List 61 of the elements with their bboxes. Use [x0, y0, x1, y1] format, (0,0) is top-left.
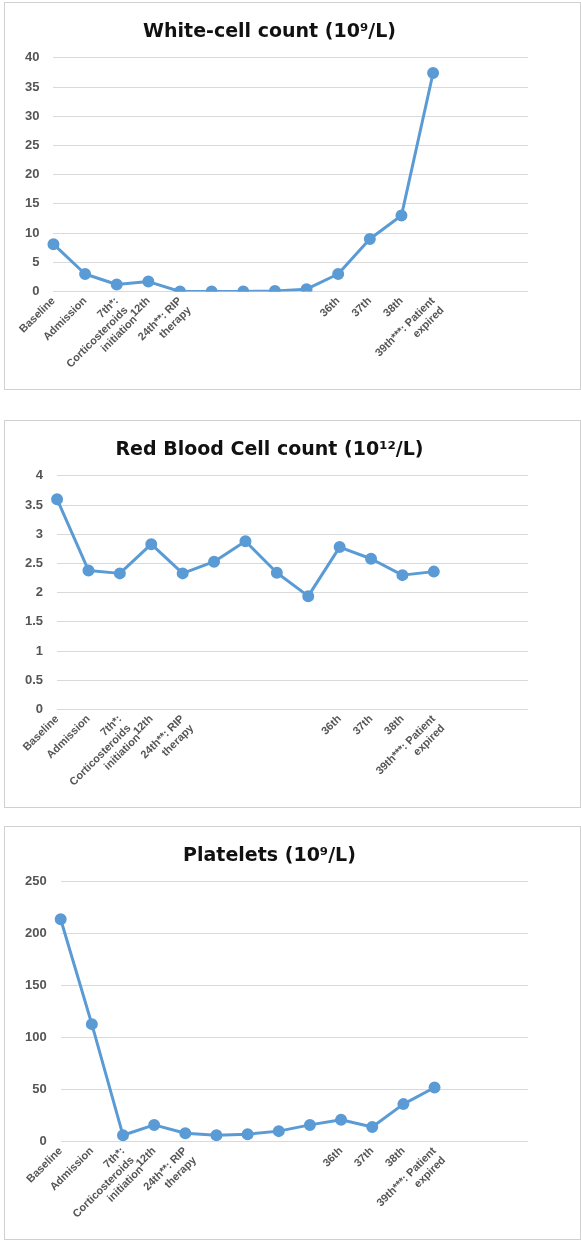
point [176, 567, 189, 580]
point [303, 1118, 316, 1131]
point [428, 1081, 441, 1094]
point [79, 267, 92, 280]
point [427, 66, 440, 79]
y-tick-label: 1 [35, 642, 44, 658]
y-tick-label: 0 [32, 283, 40, 299]
y-tick-label: 200 [24, 925, 47, 941]
y-tick-label: 2.5 [24, 555, 44, 571]
point [427, 565, 440, 578]
point [208, 555, 221, 568]
point [333, 541, 346, 554]
y-tick-label: 4 [35, 467, 44, 483]
point [82, 564, 95, 577]
chart-title: White-cell count (10⁹/L) [143, 19, 396, 42]
point [395, 209, 408, 222]
point [148, 1118, 161, 1131]
y-tick-label: 5 [32, 253, 40, 269]
point [210, 1129, 223, 1142]
y-tick-label: 0.5 [24, 671, 44, 687]
y-tick-label: 1.5 [24, 613, 44, 629]
y-tick-label: 10 [24, 224, 40, 240]
y-tick-label: 40 [24, 49, 40, 65]
point [366, 1120, 379, 1133]
point [365, 552, 378, 565]
y-tick-label: 15 [24, 195, 40, 211]
point [145, 538, 158, 551]
point [397, 1098, 410, 1111]
y-tick-label: 0 [39, 1133, 47, 1149]
y-tick-label: 30 [24, 107, 40, 123]
chart-title: Red Blood Cell count (10¹²/L) [115, 437, 424, 460]
point [51, 493, 64, 506]
y-tick-label: 150 [24, 977, 47, 993]
point [396, 569, 409, 582]
y-tick-label: 250 [24, 873, 47, 889]
point [272, 1125, 285, 1138]
point [47, 238, 60, 251]
point [117, 1129, 129, 1142]
chart-title: Platelets (10⁹/L) [183, 843, 356, 866]
point [142, 275, 155, 288]
y-tick-label: 3.5 [24, 496, 44, 512]
point [85, 1018, 98, 1031]
y-tick-label: 20 [24, 166, 40, 182]
y-tick-label: 25 [24, 137, 40, 153]
point [110, 278, 123, 291]
point [363, 232, 376, 245]
y-tick-label: 3 [35, 525, 44, 541]
y-tick-label: 50 [32, 1081, 47, 1097]
y-tick-label: 2 [35, 584, 44, 600]
point [113, 567, 126, 580]
point [54, 913, 67, 926]
point [179, 1127, 192, 1140]
point [239, 535, 252, 548]
y-tick-label: 100 [24, 1029, 47, 1045]
point [302, 590, 315, 603]
y-tick-label: 35 [24, 78, 40, 94]
point [241, 1128, 254, 1141]
point [335, 1113, 348, 1126]
point [270, 566, 283, 579]
point [332, 267, 345, 280]
y-tick-label: 0 [35, 701, 44, 717]
